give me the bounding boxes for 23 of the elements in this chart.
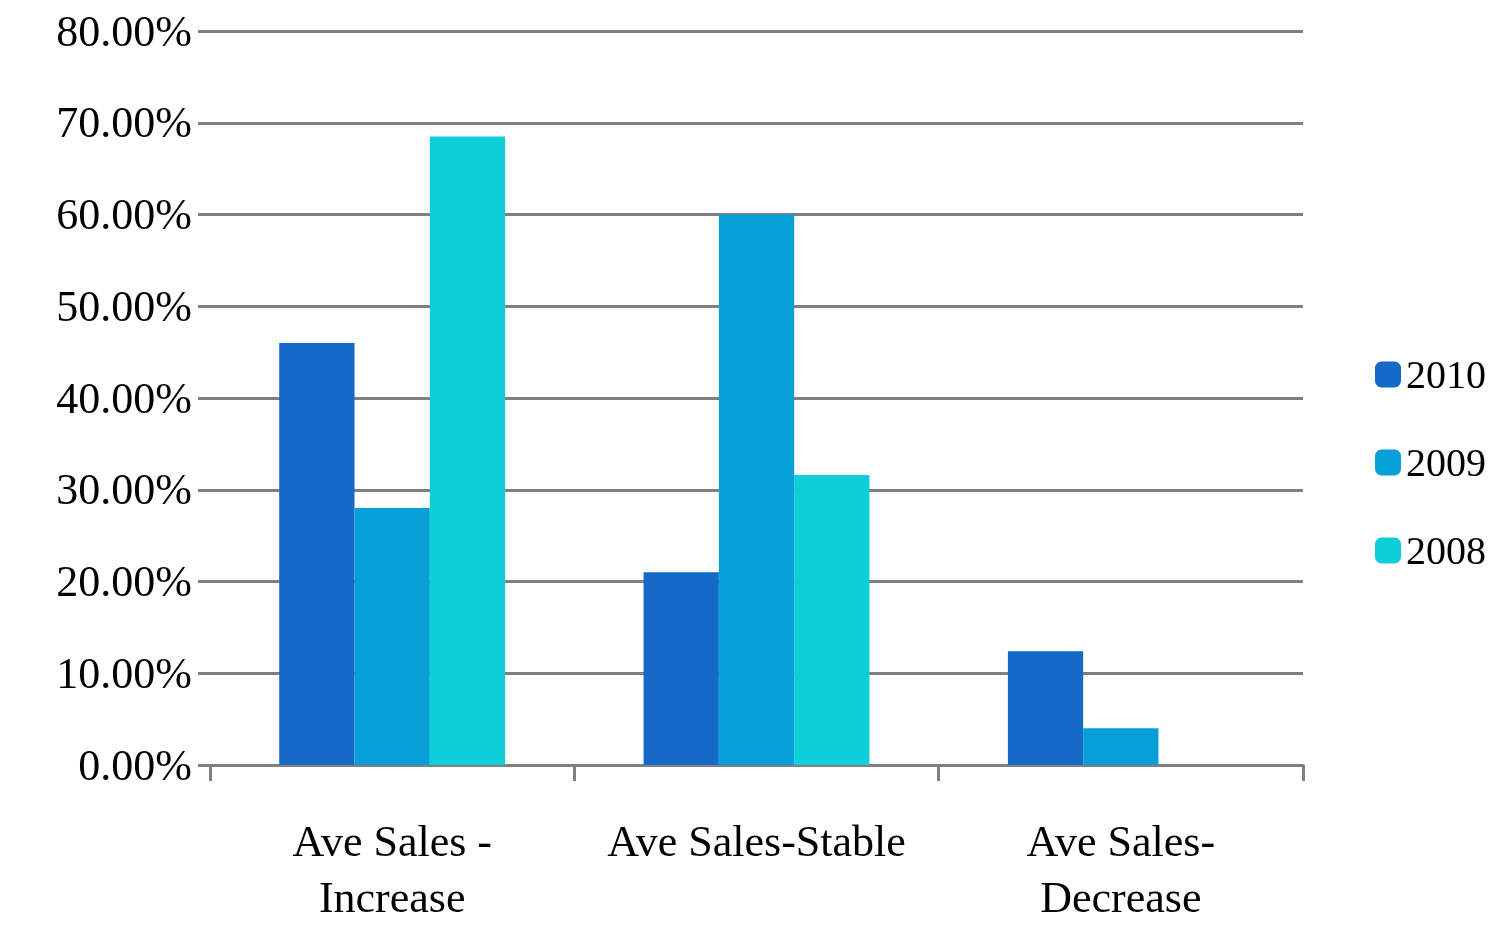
y-tick-label: 10.00% <box>56 648 192 698</box>
y-tick-label: 60.00% <box>56 190 192 239</box>
legend-label: 2010 <box>1406 352 1486 397</box>
bar <box>794 475 870 765</box>
bar <box>279 342 355 765</box>
x-tick-label: Ave Sales-Stable <box>607 816 906 866</box>
bar <box>1083 728 1159 765</box>
legend-label: 2009 <box>1406 440 1486 485</box>
bar <box>718 214 795 765</box>
y-tick-label: 0.00% <box>78 740 192 790</box>
bar <box>354 508 430 765</box>
bar <box>643 572 719 765</box>
legend-label: 2008 <box>1406 528 1486 573</box>
y-tick-label: 80.00% <box>56 6 192 56</box>
y-tick-label: 40.00% <box>56 373 192 423</box>
x-tick-label: Ave Sales-Decrease <box>1026 816 1216 922</box>
y-tick-label: 30.00% <box>56 465 192 515</box>
bar <box>429 136 506 765</box>
y-tick-label: 20.00% <box>56 557 192 606</box>
y-tick-label: 70.00% <box>56 98 192 148</box>
y-tick-label: 50.00% <box>56 281 192 331</box>
bar <box>1007 651 1084 765</box>
x-tick-label: Ave Sales - Increase <box>292 816 492 922</box>
